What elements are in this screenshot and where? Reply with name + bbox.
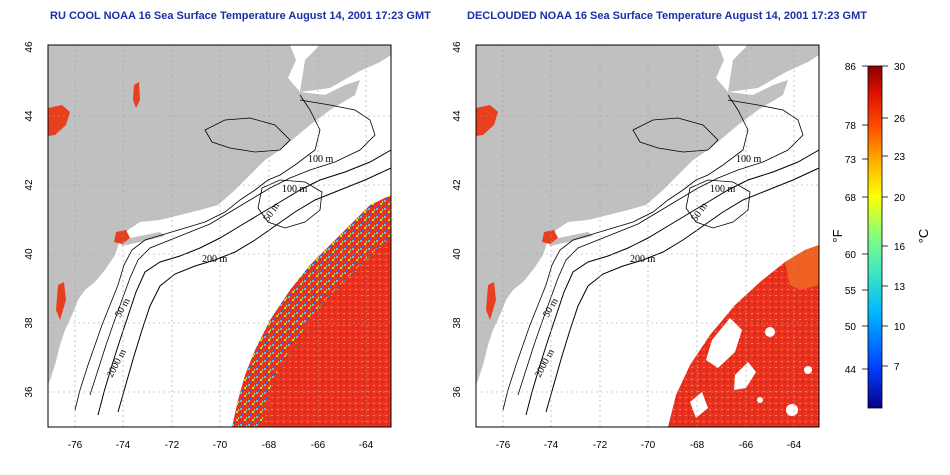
right-lon-tick: -76 [496, 440, 511, 451]
left-map-sst-strip [133, 82, 140, 108]
right-lat-tick: 40 [452, 248, 463, 260]
left-map-sst-patch [114, 230, 130, 244]
left-map-contour-shelf [204, 117, 291, 153]
right-map-cloud-gaps [690, 318, 812, 418]
right-map-contour-bank [685, 179, 751, 229]
right-map-nova-scotia [728, 45, 819, 92]
right-lon-tick: -68 [690, 440, 705, 451]
right-lat-tick: 36 [452, 386, 463, 398]
left-map-contour-200m [97, 149, 392, 416]
fahrenheit-tick: 60 [845, 250, 857, 261]
right-map-sst-cove [486, 282, 496, 320]
left-map-contour-100m [89, 99, 376, 396]
left-map-sst-cove [56, 282, 66, 320]
left-map-panel: 100 m 100 m 50 m 200 m 50 m 2000 m -76 -… [24, 41, 392, 451]
right-lon-tick: -66 [739, 440, 754, 451]
left-lon-tick: -74 [116, 440, 131, 451]
left-lon-tick: -68 [262, 440, 277, 451]
fahrenheit-tick: 68 [845, 193, 857, 204]
left-map-contour-bank [257, 179, 323, 229]
colorbar-gradient [867, 65, 883, 409]
left-contour-label: 100 m [308, 154, 334, 165]
celsius-tick: 10 [894, 322, 906, 333]
right-contour-label: 100 m [710, 184, 736, 195]
left-map-nova-scotia [300, 45, 391, 92]
left-contour-label: 200 m [202, 254, 228, 265]
right-lat-tick: 44 [452, 110, 463, 122]
left-map-contour-50m [74, 94, 321, 411]
right-map-panel: 100 m 100 m 50 m 200 m 50 m 2000 m -76 -… [452, 41, 820, 451]
right-map-frame [475, 44, 820, 428]
fahrenheit-tick-marks [862, 65, 868, 370]
left-lon-tick: -76 [68, 440, 83, 451]
celsius-tick: 20 [894, 193, 906, 204]
fahrenheit-tick: 73 [845, 155, 857, 166]
right-lon-tick: -64 [787, 440, 802, 451]
right-map-contour-50m [502, 94, 749, 411]
right-map-contour-shelf [632, 117, 719, 153]
right-map-sst-warm [668, 245, 819, 427]
left-map-frame [47, 44, 392, 428]
right-lon-tick: -72 [593, 440, 608, 451]
left-map-long-island [120, 232, 165, 246]
fahrenheit-tick: 55 [845, 286, 857, 297]
celsius-tick-marks [882, 65, 888, 367]
left-panel-title: RU COOL NOAA 16 Sea Surface Temperature … [50, 10, 431, 22]
right-map-sst-patch [542, 230, 558, 244]
left-map-sst-warm [262, 235, 391, 427]
right-lat-tick: 38 [452, 317, 463, 329]
left-lat-tick: 46 [24, 41, 35, 53]
left-lon-tick: -72 [165, 440, 180, 451]
celsius-tick: 13 [894, 282, 906, 293]
right-lon-tick: -70 [641, 440, 656, 451]
right-map-sst-orange [785, 245, 819, 290]
left-map-contour-2000m [117, 167, 392, 413]
left-lat-tick: 36 [24, 386, 35, 398]
fahrenheit-unit: °F [830, 229, 845, 242]
right-map-land [476, 45, 788, 385]
left-lon-tick: -70 [213, 440, 228, 451]
left-map-land [48, 45, 360, 385]
temperature-colorbar: 86 78 73 68 60 55 50 44 30 26 23 20 16 1… [830, 62, 931, 409]
celsius-tick: 16 [894, 242, 906, 253]
celsius-tick: 23 [894, 152, 906, 163]
right-map-sst-coastal [476, 105, 498, 136]
right-lon-tick: -74 [544, 440, 559, 451]
left-lon-tick: -64 [359, 440, 374, 451]
fahrenheit-tick: 44 [845, 365, 857, 376]
right-contour-label: 200 m [630, 254, 656, 265]
right-map-contour-2000m [545, 167, 820, 413]
right-map-contour-200m [525, 149, 820, 416]
left-lat-tick: 44 [24, 110, 35, 122]
left-contour-label: 100 m [282, 184, 308, 195]
fahrenheit-tick: 50 [845, 322, 857, 333]
celsius-tick: 30 [894, 62, 906, 73]
right-map-contour-100m [517, 99, 804, 396]
left-lat-tick: 42 [24, 179, 35, 191]
left-lon-tick: -66 [311, 440, 326, 451]
right-lat-tick: 42 [452, 179, 463, 191]
celsius-tick: 26 [894, 114, 906, 125]
left-lat-tick: 38 [24, 317, 35, 329]
left-lat-tick: 40 [24, 248, 35, 260]
right-lat-tick: 46 [452, 41, 463, 53]
left-map-grid [48, 45, 391, 427]
right-map-long-island [548, 232, 593, 246]
right-contour-label: 100 m [736, 154, 762, 165]
right-panel-title: DECLOUDED NOAA 16 Sea Surface Temperatur… [467, 10, 867, 22]
celsius-tick: 7 [894, 362, 900, 373]
fahrenheit-tick: 78 [845, 121, 857, 132]
left-map-sst-coastal [48, 105, 70, 136]
fahrenheit-tick: 86 [845, 62, 857, 73]
right-map-grid [476, 45, 819, 427]
celsius-unit: °C [916, 229, 931, 244]
